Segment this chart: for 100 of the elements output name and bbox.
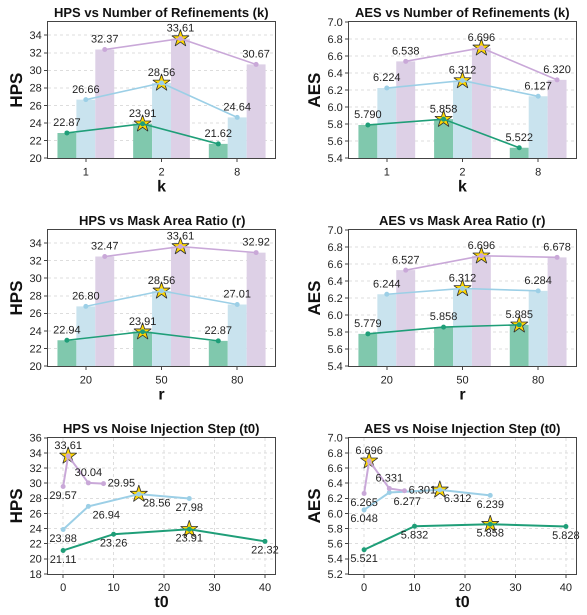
y-tick-label: 36	[30, 432, 42, 445]
data-label: 29.95	[108, 477, 136, 490]
y-tick-label: 5.4	[327, 153, 343, 166]
y-tick-label: 28	[30, 290, 42, 303]
x-tick-label: 40	[560, 582, 572, 594]
data-label: 21.62	[204, 128, 232, 140]
y-tick-label: 30	[30, 65, 42, 78]
data-label: 5.858	[430, 311, 458, 324]
y-tick-label: 5.6	[327, 344, 343, 356]
data-label: 6.239	[476, 498, 504, 511]
y-tick-label: 26	[30, 508, 42, 520]
data-label: 23.88	[49, 532, 77, 545]
y-axis-title: HPS	[7, 280, 26, 316]
y-tick-label: 32	[30, 48, 42, 60]
x-tick-label: 40	[258, 582, 272, 594]
y-tick-label: 6.8	[327, 34, 343, 46]
y-tick-label: 6.6	[327, 258, 343, 271]
point	[262, 538, 268, 544]
y-axis-title: AES	[305, 72, 324, 108]
data-label: 22.87	[53, 117, 81, 130]
point	[488, 492, 493, 498]
y-tick-label: 24	[30, 118, 42, 130]
x-tick-label: 1	[384, 166, 390, 178]
data-label: 33.61	[166, 230, 194, 243]
point	[60, 548, 66, 553]
y-tick-label: 30	[30, 478, 42, 490]
y-tick-label: 5.6	[327, 538, 343, 551]
y-tick-label: 20	[30, 554, 42, 566]
y-tick-label: 6.4	[327, 276, 343, 288]
data-label: 28.56	[142, 497, 170, 510]
data-label: 33.61	[54, 440, 82, 452]
y-tick-label: 6.0	[327, 508, 343, 520]
data-label: 29.57	[49, 490, 77, 502]
x-axis-title: k	[157, 178, 166, 196]
point	[362, 547, 367, 552]
x-axis-title: k	[458, 178, 468, 196]
data-label: 21.11	[50, 554, 76, 566]
point	[386, 486, 392, 491]
data-label: 5.790	[354, 109, 382, 122]
y-axis-title: AES	[305, 280, 324, 316]
y-tick-label: 6.8	[327, 448, 343, 460]
x-tick-label: 50	[155, 374, 168, 386]
chart-title: AES vs Number of Refinements (k)	[355, 5, 570, 20]
y-tick-label: 28	[30, 82, 42, 95]
data-label: 5.522	[505, 132, 534, 144]
y-tick-label: 5.8	[327, 118, 343, 131]
y-tick-label: 5.4	[327, 360, 343, 373]
point	[111, 532, 116, 537]
y-tick-label: 5.8	[327, 326, 343, 339]
data-label: 26.80	[72, 290, 100, 302]
point	[412, 524, 418, 529]
x-tick-label: 30	[208, 582, 221, 594]
y-tick-label: 26	[30, 100, 42, 112]
point	[101, 481, 106, 486]
x-tick-label: 20	[80, 374, 92, 386]
y-tick-label: 7.0	[327, 224, 343, 237]
x-tick-label: 20	[158, 582, 170, 594]
data-label: 30.67	[242, 48, 270, 61]
y-tick-label: 5.2	[327, 568, 343, 581]
point	[60, 484, 66, 489]
y-tick-label: 24	[30, 523, 42, 536]
point	[86, 504, 91, 509]
y-tick-label: 32	[30, 256, 42, 268]
y-tick-label: 6.6	[327, 50, 343, 63]
data-label: 6.127	[524, 80, 552, 92]
y-tick-label: 6.4	[327, 68, 343, 80]
data-label: 5.832	[400, 530, 428, 542]
data-label: 6.301	[408, 484, 436, 496]
y-tick-label: 6.8	[327, 242, 343, 254]
y-tick-label: 7.0	[327, 16, 343, 29]
data-label: 23.91	[128, 316, 156, 328]
y-tick-label: 6.2	[327, 84, 343, 97]
y-tick-label: 5.6	[327, 136, 343, 148]
data-label: 6.284	[524, 274, 552, 287]
x-axis-title: t0	[455, 594, 470, 612]
y-tick-label: 6.6	[327, 462, 343, 475]
x-tick-label: 1	[82, 166, 89, 178]
data-label: 5.858	[476, 528, 504, 540]
y-tick-label: 18	[30, 568, 42, 581]
data-label: 5.885	[505, 308, 534, 321]
y-tick-label: 34	[30, 30, 42, 42]
x-tick-label: 2	[158, 166, 165, 178]
x-tick-label: 50	[456, 374, 469, 386]
data-label: 28.56	[148, 275, 176, 288]
x-tick-label: 8	[234, 166, 240, 178]
x-tick-label: 20	[458, 582, 472, 594]
y-tick-label: 28	[30, 493, 42, 506]
point	[186, 496, 192, 502]
data-label: 6.696	[355, 444, 383, 457]
y-axis-title: AES	[305, 488, 324, 524]
x-axis-title: r	[158, 386, 165, 404]
x-tick-label: 80	[532, 374, 544, 386]
x-axis-title: t0	[154, 594, 169, 612]
data-label: 6.538	[392, 45, 420, 58]
data-label: 5.521	[350, 553, 378, 566]
y-tick-label: 22	[30, 135, 42, 148]
y-tick-label: 22	[30, 343, 42, 356]
x-tick-label: 80	[231, 374, 244, 386]
data-label: 23.26	[100, 538, 128, 550]
chart-title: HPS vs Mask Area Ratio (r)	[79, 213, 246, 228]
